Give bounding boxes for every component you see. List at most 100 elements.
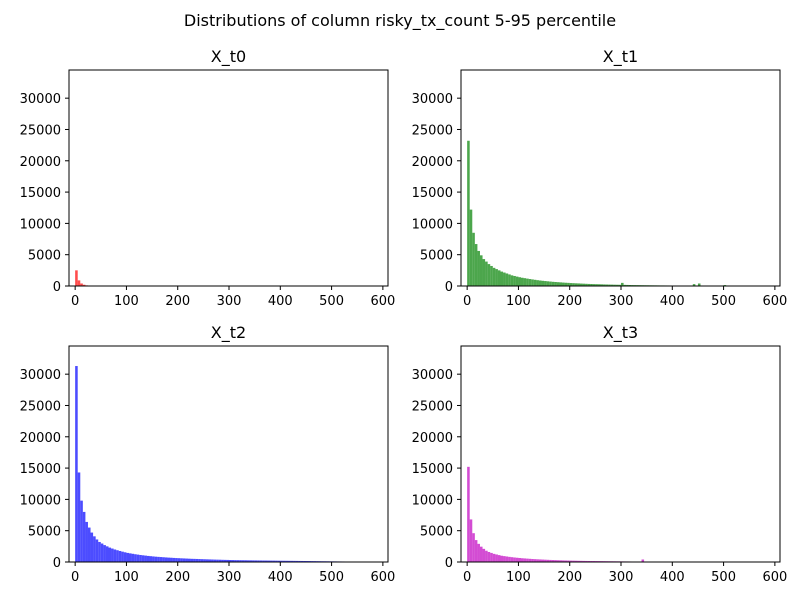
x-tick-label: 0 xyxy=(463,570,471,585)
histogram-bar xyxy=(572,560,575,562)
histogram-bar xyxy=(487,264,491,286)
histogram-bar xyxy=(585,283,588,286)
histogram-bar xyxy=(87,527,91,562)
histogram-bar xyxy=(562,560,565,562)
histogram-bar xyxy=(533,559,537,562)
x-tick-label: 300 xyxy=(217,294,242,309)
histogram-bar xyxy=(82,284,86,286)
histogram-bar xyxy=(492,267,496,286)
histogram-bar xyxy=(564,282,568,286)
histogram-bar xyxy=(551,560,555,562)
histogram-bar xyxy=(605,284,609,286)
histogram-bar xyxy=(533,279,537,286)
histogram-bar xyxy=(275,560,278,562)
histogram-bar xyxy=(111,548,114,562)
histogram-bar xyxy=(195,558,199,562)
histogram-bar xyxy=(497,270,501,286)
axes-layer: X_t00 100 200 300 400 500 60005000100001500020… xyxy=(20,47,788,585)
y-tick-label: 5000 xyxy=(28,525,61,540)
histogram-bar xyxy=(495,554,498,562)
histogram-bar xyxy=(523,558,527,562)
x-tick-label: 400 xyxy=(660,294,685,309)
histogram-bar xyxy=(100,543,104,562)
histogram-bar xyxy=(472,533,475,562)
histogram-bar xyxy=(490,552,493,562)
histogram-bar xyxy=(595,284,598,286)
histogram-bar xyxy=(538,559,542,562)
y-tick-label: 10000 xyxy=(20,493,61,508)
y-tick-label: 25000 xyxy=(412,399,453,414)
histogram-bar xyxy=(254,560,258,562)
histogram-bar xyxy=(123,552,127,562)
x-tick-label: 300 xyxy=(609,294,634,309)
histogram-bar xyxy=(610,284,614,286)
x-tick-label: 200 xyxy=(557,570,582,585)
histogram-bar xyxy=(75,270,78,286)
histogram-bar xyxy=(469,519,473,562)
histogram-bar xyxy=(567,560,570,562)
histogram-bar xyxy=(77,280,81,286)
histogram-bar xyxy=(554,560,557,562)
histogram-bar xyxy=(118,550,122,562)
histogram-bar xyxy=(613,284,616,286)
histogram-bar xyxy=(282,560,286,562)
histogram-bar xyxy=(510,275,514,286)
histogram-bar xyxy=(95,539,99,562)
histogram-bar xyxy=(113,549,117,562)
histogram-bar xyxy=(513,275,516,286)
histogram-bar xyxy=(531,558,534,562)
histogram-bar xyxy=(531,279,534,286)
subplot-title: X_t1 xyxy=(603,47,638,67)
histogram-bar xyxy=(582,560,586,562)
histogram-bar xyxy=(141,555,145,562)
y-tick-label: 25000 xyxy=(20,399,61,414)
histogram-bar xyxy=(490,265,493,286)
histogram-bar xyxy=(479,255,483,286)
histogram-bar xyxy=(180,558,183,562)
histogram-bar xyxy=(692,284,696,286)
histogram-bar xyxy=(262,560,265,562)
histogram-bar xyxy=(270,560,273,562)
histogram-bar xyxy=(513,557,516,562)
histogram-bar xyxy=(492,553,496,562)
histogram-bar xyxy=(544,559,547,562)
x-tick-label: 0 xyxy=(71,570,79,585)
histogram-bar xyxy=(521,558,524,562)
histogram-bar xyxy=(200,559,204,562)
histogram-bar xyxy=(121,551,124,562)
y-tick-label: 15000 xyxy=(20,462,61,477)
histogram-bar xyxy=(585,560,588,562)
histogram-bar xyxy=(587,283,591,286)
histogram-bar xyxy=(567,282,570,286)
histogram-bar xyxy=(170,557,173,562)
histogram-bar xyxy=(126,552,129,562)
histogram-bar xyxy=(149,556,153,562)
histogram-bar xyxy=(164,557,168,562)
x-tick-label: 400 xyxy=(660,570,685,585)
y-tick-label: 20000 xyxy=(20,431,61,446)
histogram-bars-2 xyxy=(75,366,378,562)
axes-frame xyxy=(460,345,781,563)
y-tick-label: 0 xyxy=(53,280,61,295)
histogram-bar xyxy=(93,536,96,562)
histogram-bar xyxy=(500,271,504,286)
histogram-bar xyxy=(587,560,591,562)
histogram-bar xyxy=(482,548,486,562)
histogram-bar xyxy=(697,283,701,286)
histogram-bar xyxy=(521,277,524,286)
histogram-bar xyxy=(131,553,135,562)
histogram-bar xyxy=(285,560,288,562)
histogram-bar xyxy=(264,560,268,562)
histogram-bar xyxy=(508,556,511,562)
histogram-bar xyxy=(541,280,545,286)
histogram-bar xyxy=(229,560,232,562)
axes-frame xyxy=(460,69,781,287)
histogram-bar xyxy=(103,545,106,562)
histogram-bar xyxy=(298,560,301,562)
histogram-bar xyxy=(139,554,142,562)
y-tick-label: 20000 xyxy=(20,155,61,170)
histogram-bar xyxy=(549,281,552,286)
histogram-bar xyxy=(290,560,294,562)
histogram-bar xyxy=(175,558,178,562)
y-tick-label: 5000 xyxy=(420,249,453,264)
